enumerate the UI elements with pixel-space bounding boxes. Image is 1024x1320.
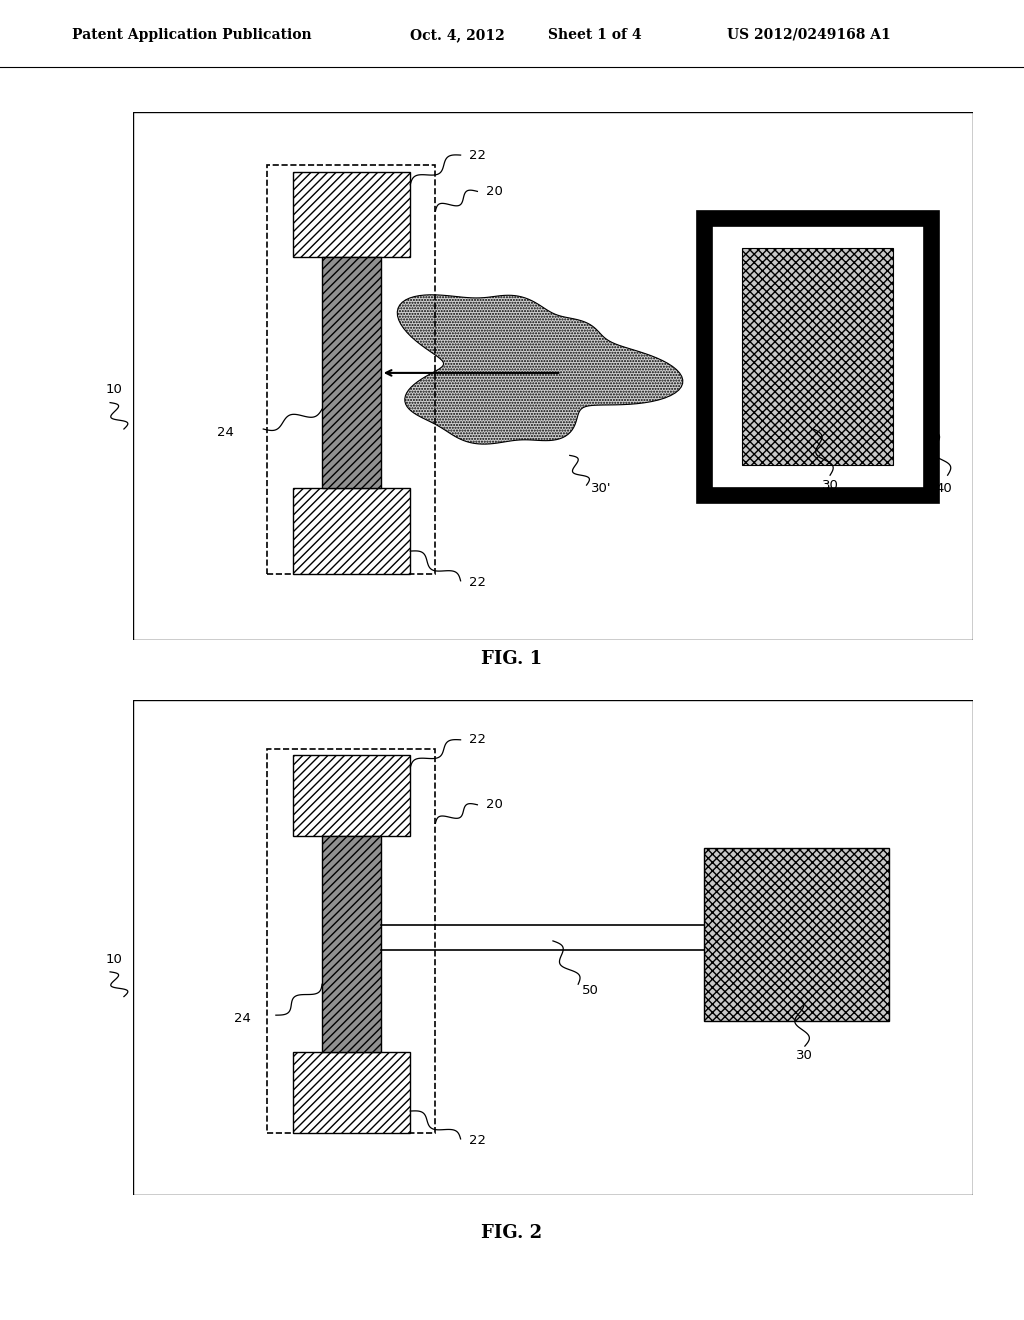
Text: Patent Application Publication: Patent Application Publication: [72, 28, 311, 42]
Text: 22: 22: [469, 149, 486, 161]
Bar: [267, 750, 435, 1133]
Bar: [705, 849, 889, 1022]
Text: 24: 24: [217, 426, 233, 438]
Text: 30: 30: [821, 479, 839, 491]
Text: Oct. 4, 2012: Oct. 4, 2012: [410, 28, 505, 42]
Bar: [293, 755, 411, 836]
Bar: [293, 1052, 411, 1133]
Bar: [741, 248, 893, 465]
Bar: [322, 836, 381, 1052]
Bar: [705, 218, 931, 495]
Bar: [293, 488, 411, 574]
Text: 20: 20: [485, 799, 503, 812]
Text: FIG. 1: FIG. 1: [481, 649, 543, 668]
Polygon shape: [397, 294, 683, 444]
Text: 22: 22: [469, 1134, 486, 1147]
Bar: [322, 257, 381, 488]
Text: 30: 30: [797, 1049, 813, 1061]
Text: 20: 20: [485, 185, 503, 198]
Text: 24: 24: [233, 1011, 251, 1024]
Text: Sheet 1 of 4: Sheet 1 of 4: [548, 28, 641, 42]
Text: 30': 30': [591, 482, 611, 495]
Text: 22: 22: [469, 734, 486, 746]
Text: 40: 40: [935, 482, 951, 495]
Text: 10: 10: [105, 953, 122, 966]
Text: 50: 50: [583, 983, 599, 997]
Text: 22: 22: [469, 576, 486, 589]
Text: FIG. 2: FIG. 2: [481, 1224, 543, 1242]
Text: 10: 10: [105, 383, 122, 396]
Bar: [293, 172, 411, 257]
Bar: [267, 165, 435, 574]
Text: US 2012/0249168 A1: US 2012/0249168 A1: [727, 28, 891, 42]
